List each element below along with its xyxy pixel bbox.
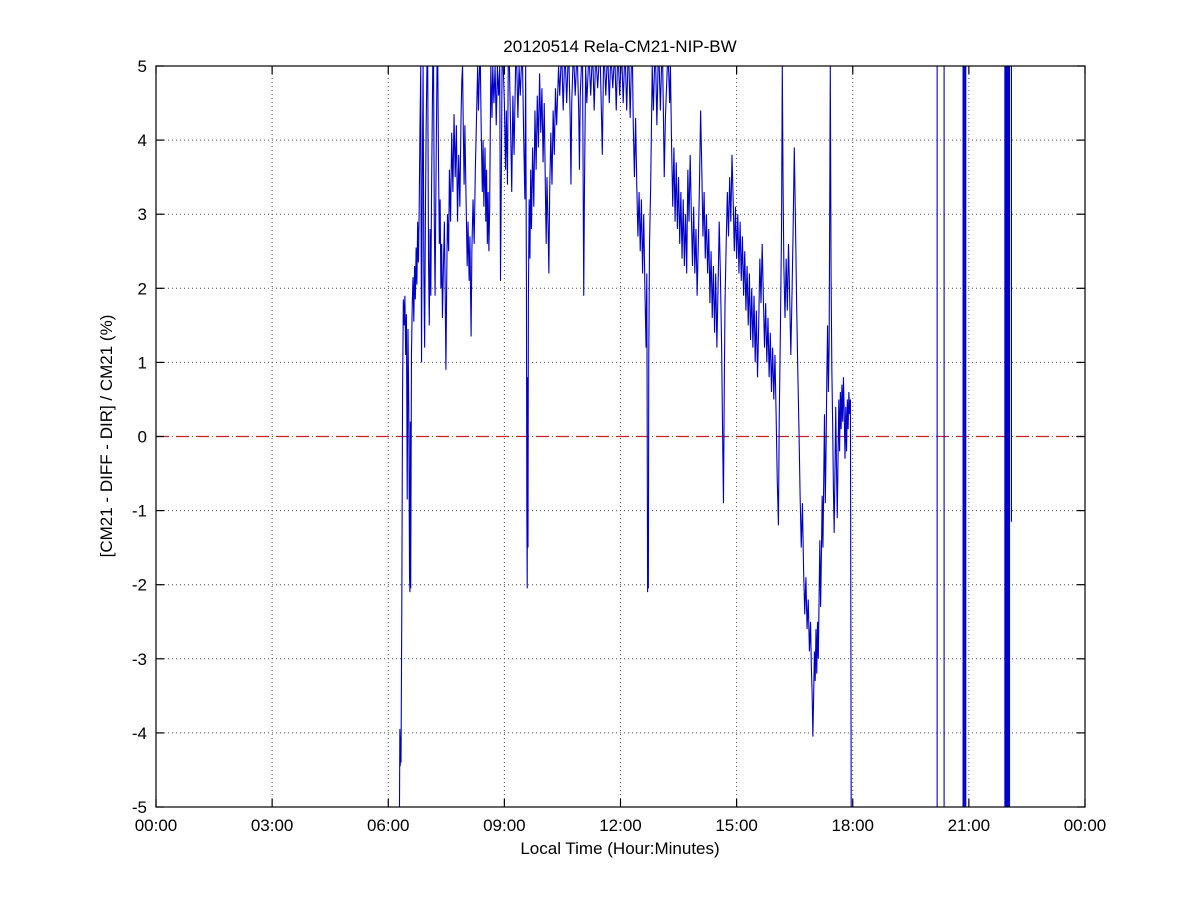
tick-labels: 00:00 03:00 06:00 09:00 12:00 15:00 18:00 21:00…: [132, 57, 1106, 835]
y-tick-label: -2: [132, 576, 147, 595]
y-axis-label: [CM21 - DIFF - DIR] / CM21 (%): [97, 315, 116, 558]
x-axis-label: Local Time (Hour:Minutes): [520, 839, 719, 858]
y-tick-label: 3: [138, 205, 147, 224]
axes-frame: [155, 65, 1086, 808]
x-tick-label: 00:00: [1064, 816, 1107, 835]
x-tick-label: 15:00: [715, 816, 758, 835]
x-tick-label: 00:00: [135, 816, 178, 835]
y-tick-label: -3: [132, 650, 147, 669]
x-tick-label: 03:00: [251, 816, 294, 835]
y-tick-label: -4: [132, 724, 147, 743]
y-tick-label: 5: [138, 57, 147, 76]
x-tick-label: 06:00: [367, 816, 410, 835]
y-tick-label: 4: [138, 131, 147, 150]
x-tick-label: 18:00: [831, 816, 874, 835]
y-tick-label: 2: [138, 279, 147, 298]
x-tick-label: 09:00: [483, 816, 526, 835]
y-tick-label: 1: [138, 353, 147, 372]
y-tick-label: -1: [132, 502, 147, 521]
x-tick-label: 21:00: [948, 816, 991, 835]
y-tick-label: 0: [138, 428, 147, 447]
x-tick-label: 12:00: [599, 816, 642, 835]
y-tick-label: -5: [132, 798, 147, 817]
series-line: [398, 65, 852, 808]
chart-title: 20120514 Rela-CM21-NIP-BW: [503, 37, 736, 56]
series-line: [1004, 65, 1011, 808]
